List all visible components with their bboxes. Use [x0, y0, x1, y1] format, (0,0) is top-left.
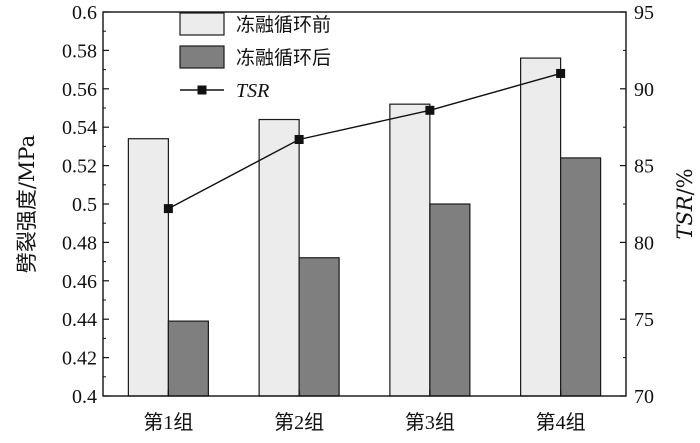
- left-tick-label-1: 0.42: [62, 348, 97, 370]
- bar-before-1: [127, 138, 169, 397]
- right-axis-title: TSR/%: [673, 168, 697, 239]
- right-tick-label-1: 75: [634, 309, 654, 331]
- x-tick-label-2: 第2组: [274, 411, 324, 434]
- bars-layer: [127, 57, 602, 397]
- tsr-point-3: [425, 105, 435, 115]
- axes-layer: 0.4 0.42 0.44 0.46 0.48 0.5 0.52 0.54 0.56 0.58 0.…: [15, 2, 697, 434]
- bar-after-2: [298, 257, 340, 397]
- right-tick-label-3: 85: [634, 156, 654, 178]
- left-tick-label-10: 0.6: [72, 2, 97, 24]
- x-tick-label-4: 第4组: [536, 411, 586, 434]
- bar-before-2: [258, 118, 300, 397]
- bar-after-3: [429, 203, 471, 397]
- tsr-line-layer: [163, 68, 566, 214]
- tsr-point-4: [556, 68, 566, 78]
- right-tick-label-2: 80: [634, 232, 654, 254]
- left-tick-label-2: 0.44: [62, 309, 97, 331]
- x-tick-label-1: 第1组: [143, 411, 193, 434]
- left-tick-label-5: 0.5: [72, 194, 97, 216]
- legend-swatch-before: [179, 12, 225, 36]
- right-tick-label-0: 70: [634, 386, 654, 408]
- left-axis-title: 劈裂强度/MPa: [15, 135, 39, 273]
- tsr-point-1: [163, 204, 173, 214]
- tsr-point-2: [294, 134, 304, 144]
- legend-label-after: 冻融循环后: [236, 47, 331, 69]
- left-tick-label-9: 0.58: [62, 40, 97, 62]
- bar-after-1: [167, 320, 209, 397]
- legend-swatch-after: [179, 45, 225, 69]
- legend-label-before: 冻融循环前: [236, 14, 331, 36]
- left-tick-label-7: 0.54: [62, 117, 97, 139]
- right-axis-title-var: TSR: [673, 195, 697, 239]
- right-tick-label-5: 95: [634, 2, 654, 24]
- left-tick-label-6: 0.52: [62, 156, 97, 178]
- right-axis-title-unit: /%: [673, 168, 697, 195]
- left-tick-label-4: 0.48: [62, 232, 97, 254]
- legend-label-tsr: TSR: [236, 80, 269, 102]
- left-tick-label-3: 0.46: [62, 271, 97, 293]
- x-tick-label-3: 第3组: [405, 411, 455, 434]
- right-tick-label-4: 90: [634, 79, 654, 101]
- bar-after-4: [560, 157, 602, 397]
- legend-marker-tsr: [197, 85, 207, 95]
- tsr-line: [168, 72, 561, 210]
- bar-before-4: [520, 57, 562, 397]
- left-tick-label-8: 0.56: [62, 79, 97, 101]
- bar-before-3: [389, 103, 431, 397]
- left-tick-label-0: 0.4: [72, 386, 97, 408]
